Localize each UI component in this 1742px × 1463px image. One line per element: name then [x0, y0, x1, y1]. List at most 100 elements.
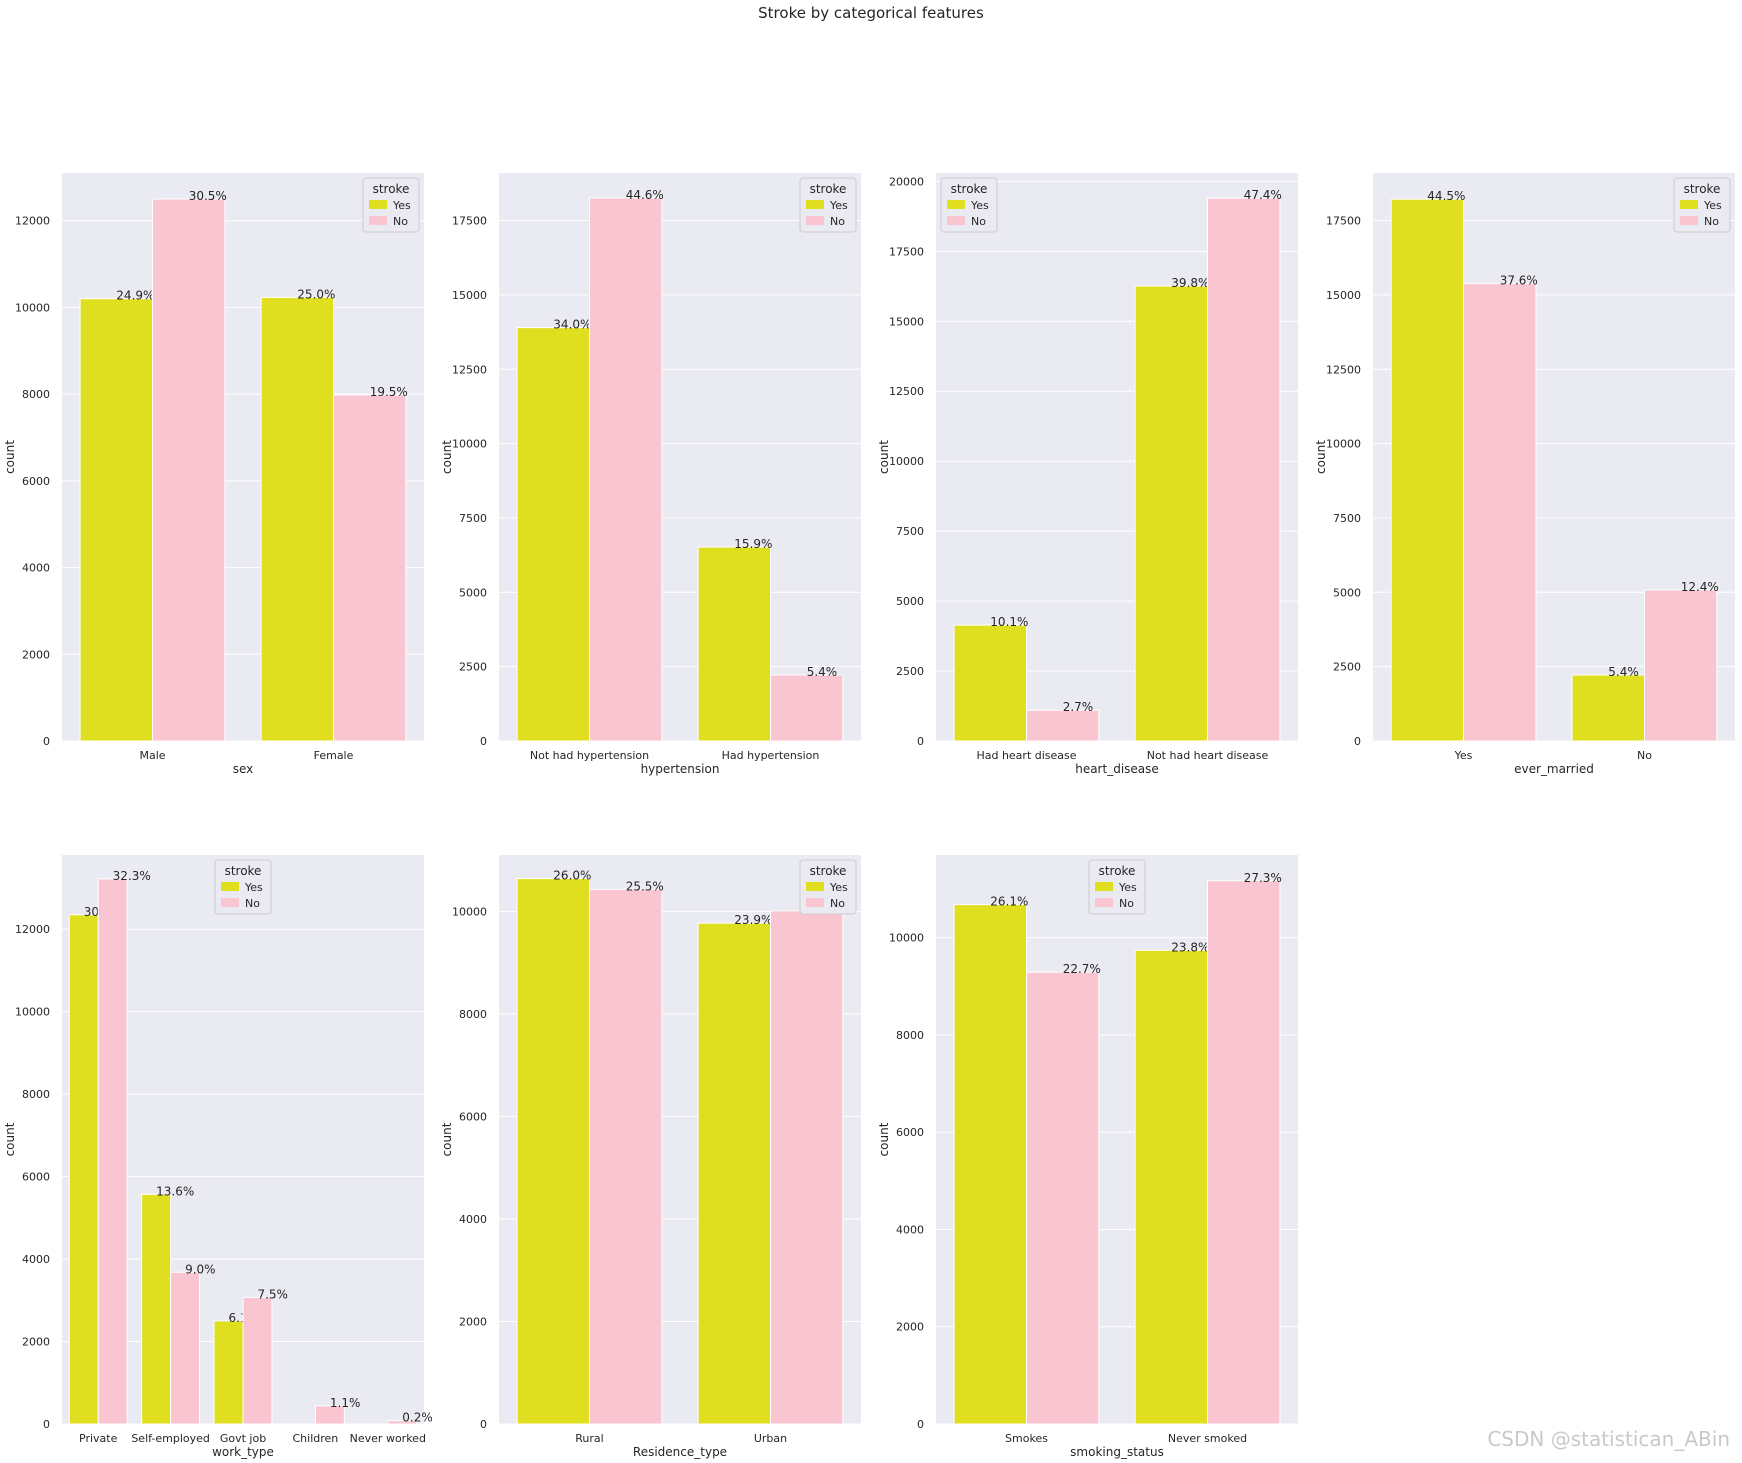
- bar-yes[interactable]: [697, 546, 771, 742]
- y-tick-label: 7500: [1333, 512, 1361, 525]
- bar-percent-label: 30.5%: [189, 189, 227, 203]
- y-tick-label: 6000: [22, 475, 50, 488]
- legend: stroke Yes No: [214, 859, 272, 915]
- bar-no[interactable]: [1026, 709, 1100, 742]
- bar-yes[interactable]: [1134, 285, 1208, 742]
- charts-group: 0 2000 4000 6000 8000 10000 12000 Male 24.9% 30.5…: [3, 173, 1735, 1459]
- bar-percent-label: 13.6%: [156, 1184, 194, 1198]
- figure-title: Stroke by categorical features: [758, 4, 984, 22]
- y-tick-label: 15000: [1326, 289, 1361, 302]
- x-tick-label: Children: [293, 1432, 339, 1445]
- legend-swatch-yes: [1680, 200, 1698, 209]
- y-tick-label: 10000: [15, 1006, 50, 1019]
- bar-no[interactable]: [97, 878, 128, 1425]
- legend-swatch-no: [1680, 216, 1698, 225]
- y-tick-label: 10000: [15, 301, 50, 314]
- bar-percent-label: 7.5%: [257, 1287, 288, 1301]
- bar-yes[interactable]: [260, 296, 335, 742]
- bar-yes[interactable]: [213, 1320, 244, 1425]
- legend: stroke Yes No: [362, 177, 420, 233]
- bar-yes[interactable]: [1390, 198, 1464, 742]
- bar-yes[interactable]: [141, 1193, 172, 1425]
- y-tick-label: 8000: [22, 1088, 50, 1101]
- bar-no[interactable]: [770, 674, 844, 742]
- y-tick-label: 8000: [22, 388, 50, 401]
- y-tick-label: 10000: [889, 455, 924, 468]
- bar-percent-label: 10.1%: [990, 615, 1028, 629]
- legend-label-no: No: [1704, 215, 1719, 228]
- bar-yes[interactable]: [697, 922, 771, 1425]
- bar-percent-label: 2.7%: [1063, 700, 1094, 714]
- bar-no[interactable]: [1207, 197, 1281, 742]
- bar-no[interactable]: [770, 910, 844, 1425]
- x-axis-label: ever_married: [1514, 762, 1594, 776]
- bar-no[interactable]: [1207, 880, 1281, 1425]
- bar-percent-label: 37.6%: [1500, 274, 1538, 288]
- legend-title: stroke: [810, 864, 847, 878]
- y-tick-label: 12000: [15, 215, 50, 228]
- x-tick-label: Private: [79, 1432, 118, 1445]
- y-tick-label: 15000: [452, 289, 487, 302]
- subplot-sex: 0 2000 4000 6000 8000 10000 12000 Male 24.9% 30.5…: [3, 173, 424, 776]
- legend-swatch-yes: [369, 200, 387, 209]
- y-tick-label: 7500: [896, 525, 924, 538]
- bar-yes[interactable]: [953, 624, 1027, 742]
- bar-no[interactable]: [1026, 971, 1100, 1425]
- legend-label-yes: Yes: [970, 199, 989, 212]
- bar-percent-label: 32.3%: [113, 869, 151, 883]
- legend-label-yes: Yes: [1703, 199, 1722, 212]
- y-axis-label: count: [3, 1122, 17, 1156]
- bar-no[interactable]: [242, 1296, 273, 1425]
- legend-swatch-no: [221, 898, 239, 907]
- y-tick-label: 4000: [22, 1253, 50, 1266]
- y-tick-label: 17500: [1326, 215, 1361, 228]
- legend-title: stroke: [225, 864, 262, 878]
- y-tick-label: 6000: [896, 1126, 924, 1139]
- bar-yes[interactable]: [516, 327, 590, 742]
- y-tick-label: 15000: [889, 315, 924, 328]
- y-tick-label: 0: [480, 735, 487, 748]
- x-axis-label: Residence_type: [633, 1445, 727, 1459]
- bar-no[interactable]: [333, 394, 407, 742]
- x-tick-label: Not had hypertension: [530, 749, 649, 762]
- y-tick-label: 2500: [459, 661, 487, 674]
- y-tick-label: 2000: [22, 648, 50, 661]
- bar-percent-label: 22.7%: [1063, 962, 1101, 976]
- legend-swatch-yes: [221, 882, 239, 891]
- bar-yes[interactable]: [516, 878, 590, 1425]
- x-tick-label: Never worked: [350, 1432, 426, 1445]
- x-tick-label: Urban: [754, 1432, 787, 1445]
- y-tick-label: 6000: [459, 1110, 487, 1123]
- legend-title: stroke: [1684, 182, 1721, 196]
- x-tick-label: Had hypertension: [722, 749, 820, 762]
- legend-label-yes: Yes: [1118, 881, 1137, 894]
- y-tick-label: 10000: [889, 932, 924, 945]
- bar-no[interactable]: [589, 888, 663, 1425]
- legend-swatch-yes: [806, 200, 824, 209]
- y-tick-label: 5000: [1333, 586, 1361, 599]
- bar-no[interactable]: [170, 1271, 201, 1425]
- bar-no[interactable]: [314, 1405, 345, 1425]
- bar-no[interactable]: [152, 198, 226, 742]
- bar-yes[interactable]: [1134, 949, 1208, 1425]
- x-tick-label: No: [1637, 749, 1652, 762]
- bar-no[interactable]: [387, 1420, 418, 1425]
- bar-percent-label: 0.2%: [402, 1411, 433, 1425]
- y-tick-label: 2000: [22, 1336, 50, 1349]
- bar-percent-label: 26.0%: [553, 869, 591, 883]
- legend-label-no: No: [1119, 897, 1134, 910]
- bar-yes[interactable]: [79, 298, 153, 742]
- x-tick-label: Not had heart disease: [1147, 749, 1269, 762]
- y-tick-label: 2500: [1333, 661, 1361, 674]
- bar-yes[interactable]: [68, 914, 99, 1425]
- x-tick-label: Yes: [1454, 749, 1473, 762]
- subplot-hypertension: 0 2500 5000 7500 10000 12500 15000 17500 Not had…: [440, 173, 861, 776]
- legend: stroke Yes No: [799, 859, 857, 915]
- bar-no[interactable]: [1463, 283, 1537, 742]
- bar-no[interactable]: [1644, 589, 1718, 742]
- bar-no[interactable]: [589, 197, 663, 742]
- bar-yes[interactable]: [1571, 674, 1645, 742]
- legend-swatch-no: [369, 216, 387, 225]
- bar-yes[interactable]: [953, 904, 1027, 1425]
- subplot-heart-disease: 0 2500 5000 7500 10000 12500 15000 17500 20000 Ha…: [877, 173, 1298, 776]
